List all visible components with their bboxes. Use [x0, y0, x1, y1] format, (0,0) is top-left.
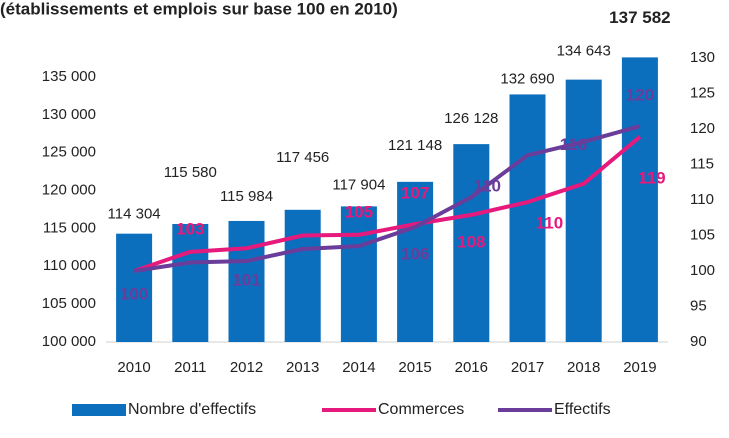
bar — [453, 144, 490, 342]
line-label: 116 — [560, 135, 587, 154]
bar — [116, 233, 153, 342]
legend-label: Commerces — [378, 401, 464, 418]
line-label: 110 — [536, 214, 563, 233]
y2-tick-label: 90 — [690, 333, 707, 350]
line-label: 101 — [232, 271, 260, 290]
y2-tick-label: 110 — [690, 191, 714, 208]
x-tick-label: 2019 — [623, 359, 656, 376]
line-label: 110 — [474, 177, 501, 196]
y-tick-label: 105 000 — [42, 295, 96, 312]
line-label: 108 — [457, 232, 485, 251]
x-tick-label: 2014 — [342, 359, 375, 376]
line-label: 107 — [401, 184, 429, 203]
bar-label: 117 456 — [276, 149, 329, 166]
x-tick-label: 2015 — [398, 359, 431, 376]
y2-tick-label: 125 — [690, 84, 715, 101]
x-tick-label: 2012 — [230, 359, 263, 376]
bar — [397, 181, 434, 342]
line-label: 103 — [176, 219, 204, 238]
line-label: 105 — [345, 202, 373, 221]
line — [133, 135, 642, 273]
bar-label: 114 304 — [108, 206, 161, 223]
y2-tick-label: 100 — [690, 262, 715, 279]
line-label: 120 — [626, 86, 654, 105]
y-tick-label: 130 000 — [42, 106, 96, 123]
y-tick-label: 115 000 — [43, 219, 96, 236]
y-tick-label: 100 000 — [42, 333, 96, 350]
bar-label: 134 643 — [557, 43, 611, 60]
chart-title: (établissements et emplois sur base 100 … — [0, 0, 398, 18]
x-tick-label: 2016 — [455, 359, 488, 376]
bar — [172, 224, 209, 342]
y2-tick-label: 120 — [690, 120, 715, 137]
bar — [340, 206, 377, 342]
y-tick-label: 125 000 — [42, 144, 96, 161]
bar-label: 117 904 — [332, 176, 385, 193]
y2-tick-label: 115 — [690, 155, 714, 172]
bar — [228, 220, 265, 342]
bar-label: 115 580 — [164, 164, 217, 181]
legend-label: Effectifs — [554, 401, 611, 418]
legend-label: Nombre d'effectifs — [128, 401, 256, 418]
bar — [509, 94, 546, 342]
x-tick-label: 2018 — [567, 359, 600, 376]
bar — [565, 79, 602, 342]
x-tick-label: 2017 — [511, 359, 544, 376]
line-label: 106 — [401, 244, 429, 263]
y-tick-label: 135 000 — [42, 68, 96, 85]
bar-label: 137 582 — [609, 8, 670, 27]
line — [133, 124, 641, 273]
y-tick-label: 120 000 — [42, 182, 96, 199]
x-tick-label: 2011 — [174, 359, 206, 376]
legend-swatch — [72, 404, 126, 416]
x-tick-label: 2010 — [117, 359, 150, 376]
y2-tick-label: 130 — [690, 49, 715, 66]
line-label: 100 — [120, 284, 148, 303]
line-label: 119 — [638, 168, 665, 187]
y2-tick-label: 95 — [690, 297, 707, 314]
bar — [284, 209, 321, 342]
y-tick-label: 110 000 — [43, 257, 96, 274]
bar-label: 115 984 — [220, 188, 273, 205]
x-tick-label: 2013 — [286, 359, 319, 376]
y2-tick-label: 105 — [690, 226, 715, 243]
bar — [621, 57, 658, 342]
bar-label: 121 148 — [388, 137, 442, 154]
bar-label: 132 690 — [500, 70, 554, 87]
bar-label: 126 128 — [444, 110, 498, 127]
